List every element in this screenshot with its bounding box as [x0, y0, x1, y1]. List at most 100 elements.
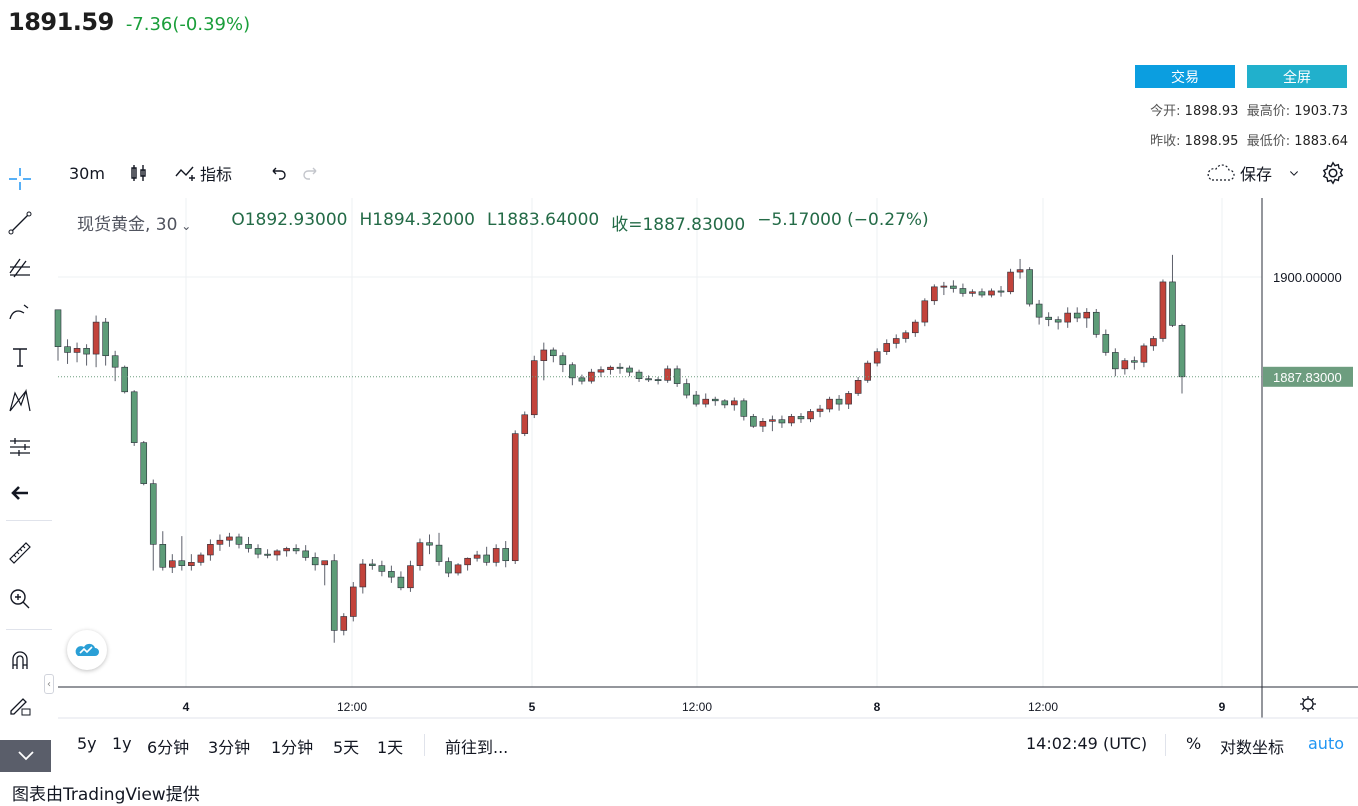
- range-3m[interactable]: 3分钟: [208, 738, 251, 757]
- measure-tool[interactable]: [3, 536, 37, 570]
- tradingview-logo[interactable]: [67, 630, 107, 670]
- trade-button[interactable]: 交易: [1135, 65, 1235, 88]
- candle-body: [569, 364, 576, 379]
- save-button[interactable]: 保存: [1204, 160, 1302, 186]
- candle-body: [1121, 360, 1129, 370]
- last-price-tag: [1263, 366, 1353, 387]
- magnet-icon: [12, 651, 28, 669]
- settings-button[interactable]: [1320, 160, 1346, 186]
- goto-date-button[interactable]: 前往到...: [445, 738, 509, 757]
- back-tool[interactable]: [3, 476, 37, 510]
- axis-settings-icon-ray: [1311, 707, 1315, 711]
- candle-body: [1092, 311, 1100, 335]
- collapse-toolbar-button[interactable]: ‹: [44, 674, 54, 694]
- candle-body: [178, 560, 186, 566]
- candle-body: [197, 554, 205, 563]
- range-1m[interactable]: 1分钟: [271, 738, 314, 757]
- legend-symbol-text: 现货黄金, 30: [77, 215, 178, 235]
- text-tool[interactable]: [3, 340, 37, 374]
- brush-tool[interactable]: [3, 294, 37, 328]
- candle-body: [83, 348, 90, 355]
- candle-body: [559, 355, 567, 366]
- range-1y[interactable]: 1y: [112, 734, 132, 753]
- candle-body: [283, 548, 290, 552]
- candle-body: [978, 291, 986, 296]
- candle-body: [892, 338, 900, 344]
- candle-body: [950, 285, 957, 289]
- lock-drawing-tool[interactable]: [3, 688, 37, 722]
- candles-icon: [131, 165, 146, 181]
- indicators-button[interactable]: 指标: [174, 160, 232, 186]
- fullscreen-button[interactable]: 全屏: [1247, 65, 1347, 88]
- candle-body: [130, 391, 138, 443]
- candle-body: [121, 366, 128, 393]
- range-5y[interactable]: 5y: [77, 734, 97, 753]
- redo-icon: [303, 167, 317, 180]
- candle-body: [721, 400, 729, 406]
- clock[interactable]: 14:02:49 (UTC): [1026, 734, 1148, 753]
- candle-body: [702, 398, 710, 405]
- drawing-toolbar: [0, 156, 52, 776]
- interval-selector[interactable]: 30m: [69, 160, 105, 186]
- candle-body: [216, 539, 224, 545]
- pencil-lock-icon: [10, 698, 31, 716]
- candle-body: [969, 291, 976, 294]
- fib-tool[interactable]: [3, 250, 37, 284]
- candle-body: [73, 348, 81, 353]
- candle-body: [616, 366, 624, 369]
- redo-button[interactable]: [300, 160, 322, 186]
- fib-channel-icon: [9, 258, 30, 278]
- expand-toolbar-button[interactable]: [0, 740, 51, 772]
- axis-settings-icon-ray: [1301, 697, 1305, 701]
- trendline-tool[interactable]: [3, 206, 37, 240]
- percent-toggle[interactable]: %: [1186, 734, 1202, 753]
- price-header: 1891.59 -7.36(-0.39%): [8, 8, 250, 36]
- stats-row-open-high: 今开: 1898.93 最高价: 1903.73: [1150, 100, 1348, 119]
- candle-body: [607, 366, 614, 370]
- candle-body: [1035, 303, 1043, 318]
- candle-body: [1150, 338, 1157, 347]
- candle-body: [435, 544, 443, 562]
- candle-body: [445, 561, 452, 574]
- crosshair-tool[interactable]: [3, 162, 37, 196]
- candle-body: [959, 288, 967, 294]
- candle-body: [245, 544, 252, 549]
- pattern-tool[interactable]: [3, 384, 37, 418]
- last-price-label: 1887.83000: [1273, 370, 1342, 385]
- zoom-tool[interactable]: [3, 582, 37, 616]
- log-scale-toggle[interactable]: 对数坐标: [1220, 738, 1285, 757]
- forecast-tool[interactable]: [3, 430, 37, 464]
- candle-body: [416, 542, 424, 566]
- magnet-tool[interactable]: [3, 644, 37, 678]
- credit-text: 图表由TradingView提供: [12, 785, 200, 805]
- candle-body: [235, 536, 243, 545]
- candle-body: [321, 560, 329, 566]
- stats-row-close-low: 昨收: 1898.95 最低价: 1883.64: [1150, 130, 1348, 149]
- legend-symbol[interactable]: 现货黄金, 30 ⌄: [77, 210, 191, 235]
- candle-body: [111, 355, 119, 368]
- candle-body: [711, 398, 719, 402]
- candle-body: [1054, 319, 1062, 323]
- candle-body: [1073, 312, 1081, 319]
- candle-body: [92, 321, 100, 355]
- candle-body: [1064, 312, 1071, 323]
- candle-body: [626, 367, 633, 373]
- range-5d[interactable]: 5天: [333, 738, 360, 757]
- candle-body: [597, 369, 605, 373]
- range-6m[interactable]: 6分钟: [147, 738, 190, 757]
- time-tick-label: 12:00: [1028, 700, 1058, 714]
- auto-scale-toggle[interactable]: auto: [1308, 734, 1345, 753]
- candle-body: [807, 411, 814, 420]
- candle-body: [54, 309, 62, 347]
- candle-body: [540, 349, 548, 361]
- undo-button[interactable]: [267, 160, 289, 186]
- range-1d[interactable]: 1天: [377, 738, 404, 757]
- candle-body: [740, 400, 748, 417]
- candle-body: [826, 398, 833, 410]
- candle-body: [588, 371, 595, 382]
- candle-body: [349, 586, 357, 617]
- chart-type-button[interactable]: [128, 160, 150, 186]
- candle-body: [473, 554, 481, 559]
- candle-body: [464, 557, 471, 566]
